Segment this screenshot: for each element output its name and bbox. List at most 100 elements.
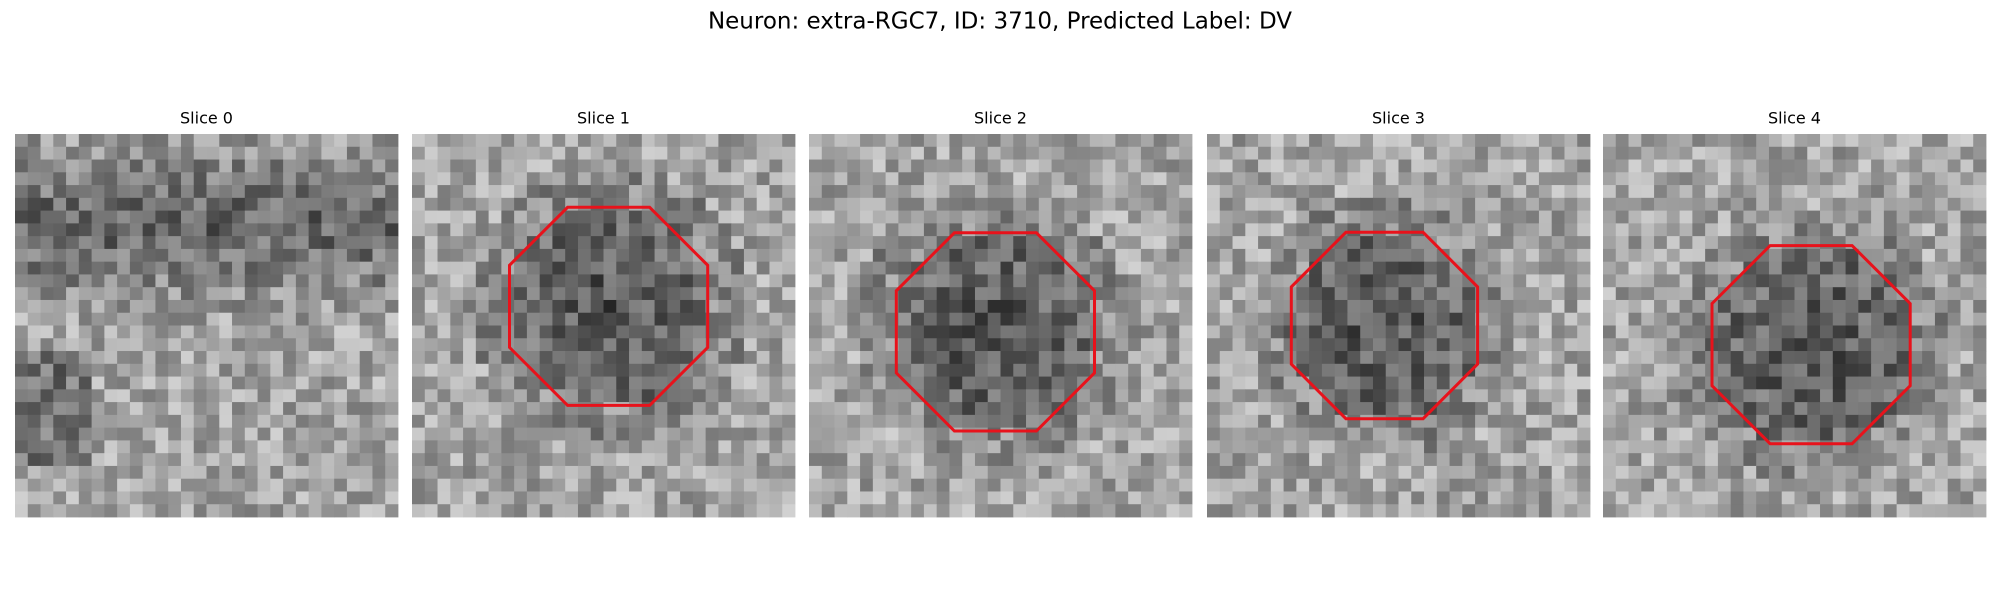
pixel <box>1768 134 1783 148</box>
pixel <box>769 185 783 199</box>
pixel <box>731 210 745 224</box>
pixel <box>1051 504 1065 518</box>
pixel <box>1232 440 1246 454</box>
pixel <box>1013 376 1027 390</box>
pixel <box>629 312 643 326</box>
pixel <box>437 236 451 250</box>
pixel <box>1538 248 1553 263</box>
pixel <box>1140 248 1155 263</box>
pixel <box>1321 172 1336 186</box>
pixel <box>1577 287 1591 301</box>
slice-image <box>412 134 796 518</box>
pixel <box>1166 491 1180 505</box>
pixel <box>1858 172 1872 186</box>
pixel <box>1296 478 1310 492</box>
pixel <box>437 414 451 429</box>
pixel <box>1140 312 1155 326</box>
pixel <box>680 478 694 492</box>
pixel <box>1551 223 1565 237</box>
pixel <box>1064 299 1078 314</box>
pixel <box>40 351 54 365</box>
pixel <box>283 478 297 492</box>
pixel <box>463 491 477 505</box>
pixel <box>756 338 770 352</box>
pixel <box>206 197 220 211</box>
pixel <box>1270 223 1284 237</box>
pixel <box>974 478 989 492</box>
pixel <box>743 248 758 263</box>
pixel <box>424 287 438 301</box>
pixel <box>898 325 912 339</box>
pixel <box>718 236 732 250</box>
pixel <box>1270 453 1284 467</box>
pixel <box>1207 338 1221 352</box>
pixel <box>334 248 348 263</box>
pixel <box>756 427 770 441</box>
pixel <box>809 338 823 352</box>
pixel <box>1960 414 1974 429</box>
pixel <box>692 134 707 148</box>
pixel <box>1883 478 1898 492</box>
pixel <box>437 338 451 352</box>
pixel <box>257 491 271 505</box>
pixel <box>117 248 131 263</box>
pixel <box>193 287 207 301</box>
pixel <box>1153 351 1167 365</box>
pixel <box>949 325 963 339</box>
pixel <box>1883 261 1898 275</box>
pixel <box>667 287 681 301</box>
pixel <box>718 134 732 148</box>
pixel <box>321 465 335 480</box>
pixel <box>667 363 681 377</box>
pixel <box>1321 261 1336 275</box>
pixel <box>1947 414 1961 429</box>
pixel <box>219 453 233 467</box>
pixel <box>1768 210 1783 224</box>
pixel <box>1026 312 1040 326</box>
pixel <box>974 453 989 467</box>
pixel <box>911 210 925 224</box>
pixel <box>1743 478 1757 492</box>
pixel <box>180 248 195 263</box>
pixel <box>1077 363 1091 377</box>
pixel <box>1038 478 1052 492</box>
pixel <box>91 134 105 148</box>
pixel <box>1089 223 1104 237</box>
pixel <box>987 134 1001 148</box>
pixel <box>334 351 348 365</box>
pixel <box>1258 134 1272 148</box>
pixel <box>1705 453 1719 467</box>
pixel <box>142 427 156 441</box>
pixel <box>1270 236 1284 250</box>
pixel <box>1115 504 1129 518</box>
pixel <box>270 274 284 288</box>
pixel <box>1896 363 1910 377</box>
pixel <box>78 172 92 186</box>
pixel <box>1411 363 1425 377</box>
pixel <box>53 146 67 160</box>
pixel <box>1947 134 1961 148</box>
pixel <box>1526 478 1540 492</box>
pixel <box>129 146 144 160</box>
pixel <box>1909 351 1923 365</box>
pixel <box>1500 465 1514 480</box>
pixel <box>78 389 92 403</box>
pixel <box>860 325 874 339</box>
pixel <box>743 287 758 301</box>
pixel <box>898 414 912 429</box>
pixel <box>66 440 80 454</box>
pixel <box>129 299 144 314</box>
pixel <box>232 274 246 288</box>
pixel <box>1922 236 1936 250</box>
pixel <box>1140 223 1155 237</box>
pixel <box>1309 312 1323 326</box>
pixel <box>295 338 310 352</box>
pixel <box>27 440 41 454</box>
pixel <box>193 146 207 160</box>
pixel <box>552 453 566 467</box>
pixel <box>488 453 502 467</box>
pixel <box>834 465 848 480</box>
pixel <box>1051 172 1065 186</box>
pixel <box>1564 248 1578 263</box>
pixel <box>1679 261 1693 275</box>
